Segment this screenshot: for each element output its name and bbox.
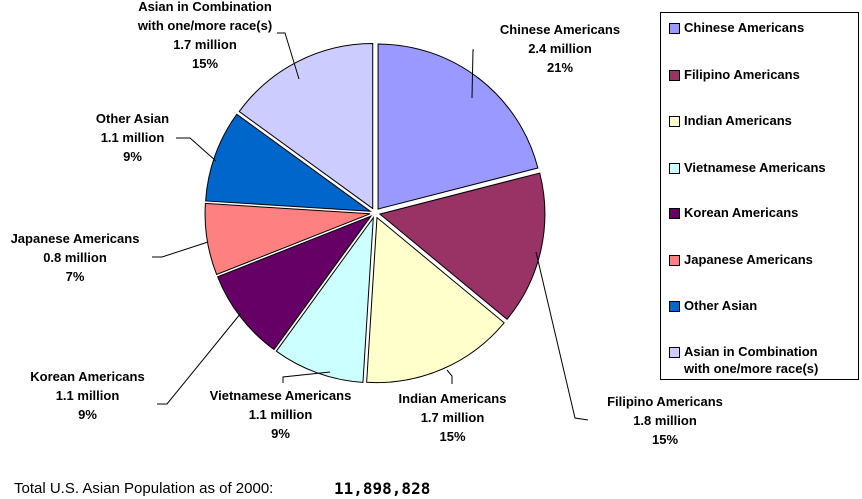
data-label-vietnamese: Vietnamese Americans 1.1 million 9% xyxy=(193,386,368,443)
leader-line-japanese xyxy=(152,241,209,258)
data-label-line: 1.7 million xyxy=(173,37,237,52)
data-label-chinese: Chinese Americans 2.4 million 21% xyxy=(475,20,645,77)
leader-line-chinese xyxy=(471,49,474,99)
pie-slice-chinese xyxy=(377,43,539,210)
data-label-line: with one/more race(s) xyxy=(137,18,273,33)
data-label-indian: Indian Americans 1.7 million 15% xyxy=(385,389,520,446)
data-label-line: Korean Americans xyxy=(30,369,145,384)
data-label-japanese: Japanese Americans 0.8 million 7% xyxy=(0,229,150,286)
data-label-line: Indian Americans xyxy=(398,391,507,406)
legend-label-line: Asian in Combination xyxy=(684,344,818,359)
data-label-line: Other Asian xyxy=(95,111,170,126)
legend-swatch-icon xyxy=(669,347,680,358)
data-label-line: Japanese Americans xyxy=(10,231,140,246)
legend-label-line: Vietnamese Americans xyxy=(684,160,826,175)
leader-line-indian xyxy=(446,369,453,384)
data-label-line: Chinese Americans xyxy=(499,22,621,37)
data-label-line: 2.4 million xyxy=(528,41,592,56)
legend-label: Asian in Combination with one/more race(s… xyxy=(684,343,818,377)
legend-label-line: Chinese Americans xyxy=(684,20,805,35)
legend-item-chinese: Chinese Americans xyxy=(669,19,804,36)
legend-item-combination: Asian in Combination with one/more race(s… xyxy=(669,343,818,377)
legend-label: Japanese Americans xyxy=(684,251,813,268)
legend-label: Indian Americans xyxy=(684,112,792,129)
total-population-label: Total U.S. Asian Population as of 2000: xyxy=(14,480,274,497)
legend-item-filipino: Filipino Americans xyxy=(669,66,800,83)
data-label-line: 9% xyxy=(271,426,290,441)
data-label-combination: Asian in Combination with one/more race(s… xyxy=(110,0,300,73)
chart-legend: Chinese Americans Filipino Americans India… xyxy=(660,12,859,380)
legend-item-vietnamese: Vietnamese Americans xyxy=(669,159,826,176)
data-label-line: 15% xyxy=(439,429,466,444)
data-label-line: 7% xyxy=(65,269,85,284)
leader-line-filipino xyxy=(535,251,589,421)
legend-label-line: Other Asian xyxy=(684,298,758,313)
legend-label-line: Korean Americans xyxy=(684,205,799,220)
legend-swatch-icon xyxy=(669,23,680,34)
pie-slice-asian xyxy=(238,43,374,210)
pie-slices xyxy=(204,43,546,384)
legend-swatch-icon xyxy=(669,116,680,127)
data-label-korean: Korean Americans 1.1 million 9% xyxy=(15,367,160,424)
legend-item-indian: Indian Americans xyxy=(669,112,792,129)
data-label-line: Vietnamese Americans xyxy=(209,388,352,403)
legend-label: Korean Americans xyxy=(684,204,798,221)
pie-slice-korean xyxy=(216,214,373,351)
leader-lines xyxy=(152,32,589,421)
data-label-other-asian: Other Asian 1.1 million 9% xyxy=(80,109,185,166)
data-label-line: Asian in Combination xyxy=(138,0,272,14)
pie-slice-other xyxy=(205,113,372,212)
data-label-line: 21% xyxy=(546,60,574,75)
data-label-line: 15% xyxy=(191,56,219,71)
legend-label: Vietnamese Americans xyxy=(684,159,826,176)
data-label-filipino: Filipino Americans 1.8 million 15% xyxy=(580,392,750,449)
legend-item-korean: Korean Americans xyxy=(669,204,798,221)
data-label-line: 9% xyxy=(123,149,142,164)
legend-swatch-icon xyxy=(669,163,680,174)
legend-label: Filipino Americans xyxy=(684,66,800,83)
leader-line-combination xyxy=(277,32,300,80)
legend-label: Other Asian xyxy=(684,297,757,314)
legend-swatch-icon xyxy=(669,208,680,219)
legend-swatch-icon xyxy=(669,255,680,266)
pie-slice-indian xyxy=(366,216,505,384)
data-label-line: 1.7 million xyxy=(420,410,485,425)
pie-slice-filipino xyxy=(378,172,546,320)
leader-line-korean xyxy=(157,312,242,405)
legend-label-line: Japanese Americans xyxy=(684,252,813,267)
legend-label-line: Filipino Americans xyxy=(684,67,800,82)
data-label-line: 1.1 million xyxy=(55,388,120,403)
legend-swatch-icon xyxy=(669,70,680,81)
legend-item-other-asian: Other Asian xyxy=(669,297,757,314)
leader-line-vietnamese xyxy=(282,371,331,383)
data-label-line: 0.8 million xyxy=(43,250,107,265)
data-label-line: 1.1 million xyxy=(100,130,165,145)
legend-label-line: with one/more race(s) xyxy=(684,361,819,376)
total-population-value: 11,898,828 xyxy=(334,479,431,498)
data-label-line: 1.8 million xyxy=(633,413,697,428)
leader-line-other xyxy=(176,137,217,162)
legend-label: Chinese Americans xyxy=(684,19,804,36)
data-label-line: 15% xyxy=(651,432,679,447)
legend-label-line: Indian Americans xyxy=(684,113,792,128)
data-label-line: 1.1 million xyxy=(248,407,313,422)
pie-slice-japanese xyxy=(204,202,371,276)
data-label-line: 9% xyxy=(78,407,97,422)
legend-swatch-icon xyxy=(669,301,680,312)
legend-item-japanese: Japanese Americans xyxy=(669,251,813,268)
data-label-line: Filipino Americans xyxy=(607,394,723,409)
